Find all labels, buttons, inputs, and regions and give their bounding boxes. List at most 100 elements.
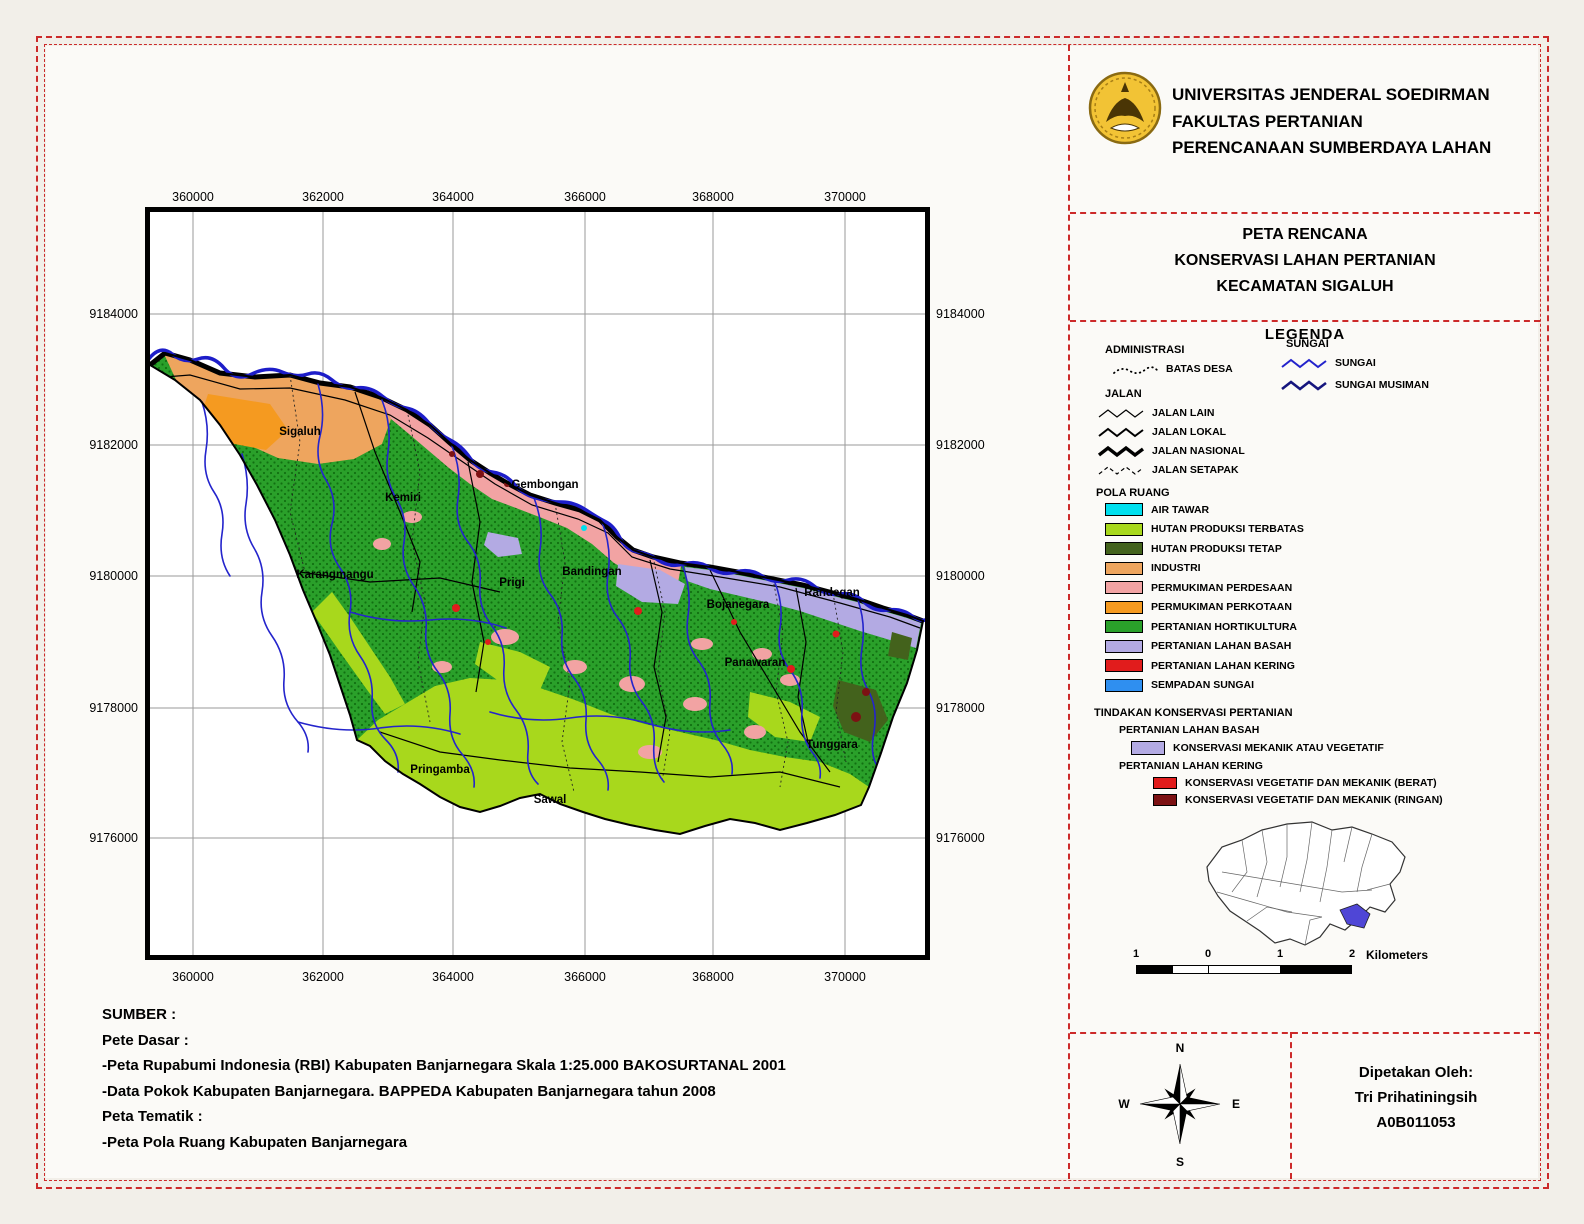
rivers-layer: [201, 383, 877, 791]
legend-item: SUNGAI: [1281, 356, 1429, 370]
institution-header: UNIVERSITAS JENDERAL SOEDIRMAN FAKULTAS …: [1172, 82, 1491, 162]
legend-item: PERTANIAN LAHAN BASAH: [1105, 639, 1304, 653]
legend-tindakan-groups: PERTANIAN LAHAN BASAH KONSERVASI MEKANIK …: [1105, 721, 1443, 811]
color-swatch: [1131, 741, 1165, 755]
grid-coordinate-label: 366000: [564, 970, 606, 984]
color-swatch: [1105, 600, 1143, 614]
legend-item: HUTAN PRODUKSI TETAP: [1105, 542, 1304, 555]
air-tawar-patch: [581, 525, 587, 531]
grid-coordinate-label: 362000: [302, 970, 344, 984]
legend-item: INDUSTRI: [1105, 561, 1304, 575]
color-swatch: [1153, 777, 1177, 789]
legend-item-label: KONSERVASI VEGETATIF DAN MEKANIK (BERAT): [1185, 777, 1437, 789]
color-swatch: [1105, 503, 1143, 516]
compass-east-label: E: [1231, 1097, 1241, 1111]
grid-coordinate-label: 9184000: [936, 307, 985, 321]
legend-item: SEMPADAN SUNGAI: [1105, 678, 1304, 692]
color-swatch: [1105, 678, 1143, 692]
legend-item-label: KONSERVASI MEKANIK ATAU VEGETATIF: [1173, 742, 1384, 754]
legend-item-label: KONSERVASI VEGETATIF DAN MEKANIK (RINGAN…: [1185, 794, 1443, 806]
line-symbol: [1098, 445, 1144, 458]
scale-bar-number: 2: [1348, 948, 1356, 960]
legend-item-label: SEMPADAN SUNGAI: [1151, 679, 1255, 691]
scale-bar-number: 1: [1132, 948, 1140, 960]
compass-star-icon: [1139, 1063, 1221, 1145]
grid-coordinate-label: 368000: [692, 970, 734, 984]
landuse-pertanian-lahan-kering: [452, 604, 840, 673]
attribution-line: Tri Prihatiningsih: [1354, 1089, 1478, 1106]
legend-item: JALAN NASIONAL: [1098, 444, 1245, 458]
color-swatch: [1105, 542, 1143, 555]
scale-bar-number: 0: [1204, 948, 1212, 960]
header-divider: [1070, 212, 1540, 214]
color-swatch: [1105, 659, 1143, 672]
grid-coordinate-label: 9180000: [89, 569, 138, 583]
legend-item-label: JALAN LOKAL: [1152, 426, 1227, 438]
legend-pola-ruang-items: AIR TAWAR HUTAN PRODUKSI TERBATAS HUTAN PR…: [1105, 503, 1304, 698]
legend-item-label: AIR TAWAR: [1151, 503, 1210, 516]
source-heading: SUMBER :: [102, 1006, 177, 1023]
source-line: -Data Pokok Kabupaten Banjarnegara. BAPP…: [102, 1082, 716, 1100]
grid-coordinate-label: 9184000: [89, 307, 138, 321]
inset-locator-map: [1206, 821, 1406, 946]
attribution-line: Dipetakan Oleh:: [1358, 1064, 1474, 1081]
line-symbol: [1098, 409, 1144, 418]
legend-item-label: HUTAN PRODUKSI TERBATAS: [1151, 523, 1304, 535]
legend-group-heading: PERTANIAN LAHAN KERING: [1119, 760, 1263, 772]
color-swatch: [1105, 581, 1143, 594]
legend-item-label: SUNGAI MUSIMAN: [1335, 379, 1429, 391]
legend-jalan-heading: JALAN: [1105, 388, 1142, 400]
map-frame: Sigaluh Kemiri Gembongan Karangmangu Prigi Ba…: [145, 207, 930, 960]
legend-item: PERTANIAN LAHAN KERING: [1105, 659, 1304, 672]
dotted-line-symbol: [1113, 366, 1158, 374]
color-swatch: [1105, 639, 1143, 653]
scale-bar-graphic: [1136, 965, 1352, 974]
grid-coordinate-label: 9178000: [89, 701, 138, 715]
source-notes: SUMBER : Pete Dasar : -Peta Rupabumi Ind…: [102, 1002, 786, 1155]
institution-line: PERENCANAAN SUMBERDAYA LAHAN: [1172, 138, 1492, 157]
legend-item: KONSERVASI VEGETATIF DAN MEKANIK (BERAT): [1153, 777, 1443, 789]
legend-title: LEGENDA: [1264, 326, 1346, 343]
color-swatch: [1153, 794, 1177, 806]
legend-administrasi-heading: ADMINISTRASI: [1105, 344, 1185, 356]
batas-desa-lines: [289, 374, 847, 793]
landuse-pertanian-lahan-basah: [484, 532, 921, 648]
legend-item-label: JALAN NASIONAL: [1152, 445, 1245, 457]
compass-west-label: W: [1118, 1097, 1130, 1111]
grid-coordinate-label: 9176000: [936, 831, 985, 845]
source-line: Peta Tematik :: [102, 1108, 203, 1125]
grid-coordinate-label: 364000: [432, 190, 474, 204]
grid-coordinate-label: 362000: [302, 190, 344, 204]
attribution: Dipetakan Oleh: Tri Prihatiningsih A0B01…: [1292, 1060, 1540, 1135]
grid-coordinate-label: 9178000: [936, 701, 985, 715]
grid-coordinate-label: 364000: [432, 970, 474, 984]
scale-bar: 1 0 1 2 Kilometers: [1128, 948, 1458, 982]
compass-south-label: S: [1175, 1155, 1185, 1169]
legend-item-label: PERTANIAN HORTIKULTURA: [1151, 620, 1298, 633]
color-swatch: [1105, 561, 1143, 575]
map-title-line: KECAMATAN SIGALUH: [1216, 278, 1394, 295]
landuse-hutan-produksi-terbatas: [312, 592, 869, 834]
footer-vertical-divider: [1290, 1032, 1292, 1179]
footer-divider: [1070, 1032, 1540, 1034]
legend-item-label: JALAN SETAPAK: [1152, 464, 1239, 476]
line-symbol: [1281, 358, 1327, 369]
source-line: -Peta Pola Ruang Kabupaten Banjarnegara: [102, 1133, 408, 1151]
institution-line: UNIVERSITAS JENDERAL SOEDIRMAN: [1172, 85, 1490, 104]
panel-divider: [1068, 45, 1070, 1179]
legend-item: PERMUKIMAN PERKOTAAN: [1105, 600, 1304, 614]
legend-item: HUTAN PRODUKSI TERBATAS: [1105, 522, 1304, 536]
grid-coordinate-label: 9182000: [89, 438, 138, 452]
line-symbol: [1281, 380, 1327, 391]
attribution-line: A0B011053: [1376, 1114, 1456, 1131]
legend-administrasi-items: BATAS DESA: [1112, 362, 1233, 381]
legend-tindakan-heading: TINDAKAN KONSERVASI PERTANIAN: [1094, 707, 1293, 719]
compass-north-label: N: [1175, 1041, 1185, 1055]
grid-coordinate-label: 370000: [824, 190, 866, 204]
legend-item-label: INDUSTRI: [1151, 562, 1201, 574]
legend-item: BATAS DESA: [1112, 362, 1233, 376]
legend-item-label: BATAS DESA: [1166, 363, 1233, 375]
legend-jalan-items: JALAN LAIN JALAN LOKAL JALAN NASIONAL JALAN…: [1098, 406, 1245, 482]
legend-item: AIR TAWAR: [1105, 503, 1304, 516]
